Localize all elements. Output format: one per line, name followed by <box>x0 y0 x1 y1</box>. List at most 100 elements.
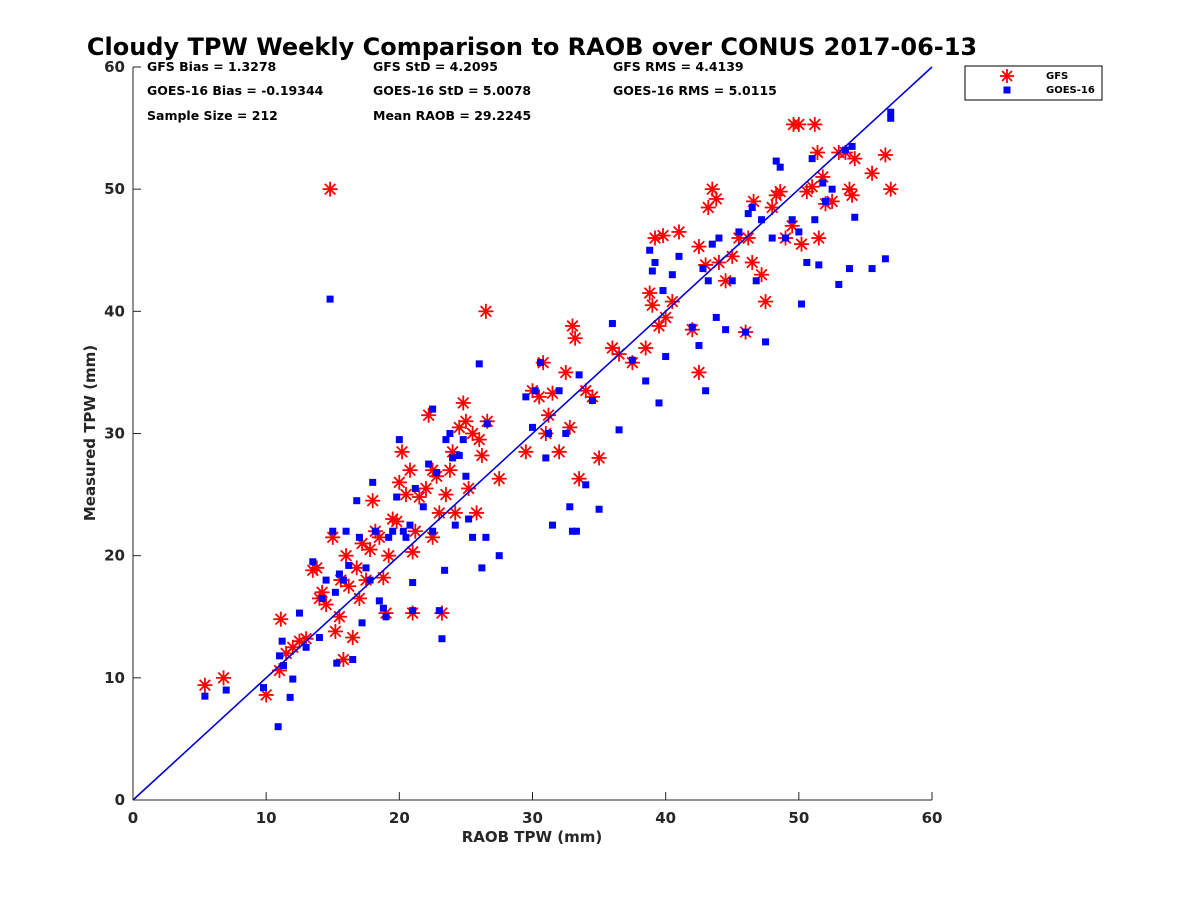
goes16-point <box>841 146 849 154</box>
gfs-point-stroke <box>466 427 479 440</box>
gfs-point-stroke <box>390 515 403 528</box>
gfs-point-stroke <box>586 390 599 403</box>
goes16-point <box>446 430 454 437</box>
goes16-point <box>366 576 374 584</box>
gfs-point-stroke <box>816 171 829 183</box>
gfs-point <box>471 432 487 448</box>
gfs-point-stroke <box>795 238 808 251</box>
goes16-point <box>315 634 323 642</box>
goes16-point <box>522 393 530 401</box>
goes16-point <box>451 521 459 529</box>
gfs-point-stroke <box>449 506 462 519</box>
gfs-point <box>744 254 760 270</box>
legend-goes16-square <box>1003 86 1011 94</box>
goes16-point <box>482 533 490 541</box>
goes16-point <box>668 271 676 279</box>
gfs-point-stroke <box>473 433 486 446</box>
gfs-point <box>418 480 434 496</box>
gfs-point <box>405 544 421 560</box>
gfs-point <box>322 181 338 197</box>
goes16-point <box>782 234 790 242</box>
gfs-point-stroke <box>443 464 456 477</box>
gfs-point <box>864 165 880 181</box>
gfs-point-stroke <box>806 180 819 193</box>
gfs-point <box>349 560 365 576</box>
goes16-point <box>402 533 410 541</box>
goes16-point <box>608 320 616 328</box>
gfs-point-stroke <box>843 183 856 196</box>
gfs-point-stroke <box>470 506 483 519</box>
gfs-point <box>804 179 820 195</box>
gfs-point <box>518 444 534 460</box>
gfs-point <box>398 487 414 503</box>
stat-goes-rms: GOES-16 RMS = 5.0115 <box>613 83 777 98</box>
chart-title: Cloudy TPW Weekly Comparison to RAOB ove… <box>87 33 977 61</box>
x-tick-label: 0 <box>128 809 138 827</box>
gfs-point-stroke <box>653 320 665 332</box>
gfs-point <box>883 181 899 197</box>
gfs-point-stroke <box>475 449 488 462</box>
gfs-point-stroke <box>746 256 759 269</box>
legend-goes16-label: GOES-16 <box>1046 85 1095 96</box>
gfs-point <box>338 548 354 564</box>
goes16-point <box>389 527 397 535</box>
gfs-point-stroke <box>459 415 472 428</box>
legend-gfs-asterisk-stroke <box>1001 70 1013 82</box>
goes16-point <box>735 228 743 236</box>
gfs-point <box>708 191 724 207</box>
gfs-point-stroke <box>400 488 412 501</box>
goes16-point <box>289 675 297 683</box>
goes16-point <box>575 371 583 379</box>
gfs-point <box>461 480 477 496</box>
gfs-point-stroke <box>310 561 323 574</box>
gfs-point-stroke <box>646 299 659 312</box>
gfs-point-stroke <box>884 183 897 196</box>
gfs-point-stroke <box>848 152 861 165</box>
gfs-point-stroke <box>693 366 705 379</box>
gfs-point-stroke <box>533 390 546 403</box>
gfs-point-stroke <box>573 472 586 485</box>
gfs-point-stroke <box>726 250 739 263</box>
gfs-point-stroke <box>519 445 532 458</box>
gfs-point-stroke <box>706 183 719 196</box>
gfs-point <box>815 169 831 185</box>
goes16-point <box>362 564 370 572</box>
goes16-point <box>286 693 294 701</box>
gfs-point-stroke <box>710 193 723 205</box>
gfs-point <box>478 303 494 319</box>
stat-goes-std: GOES-16 StD = 5.0078 <box>373 83 531 98</box>
stat-gfs-bias: GFS Bias = 1.3278 <box>147 59 276 74</box>
goes16-point <box>222 686 230 694</box>
goes16-point <box>828 185 836 193</box>
gfs-point <box>371 529 387 545</box>
gfs-point-stroke <box>420 482 432 495</box>
gfs-point <box>402 462 418 478</box>
gfs-point-stroke <box>446 445 459 458</box>
goes16-point <box>369 478 377 486</box>
gfs-point <box>429 468 445 484</box>
goes16-point <box>449 454 457 462</box>
goes16-point <box>429 405 437 413</box>
gfs-point <box>844 187 860 203</box>
gfs-point <box>877 147 893 163</box>
goes16-point <box>887 108 895 116</box>
goes16-point <box>776 163 784 171</box>
goes16-point <box>772 157 780 165</box>
gfs-point-stroke <box>377 571 390 584</box>
gfs-point-stroke <box>808 118 821 131</box>
gfs-point <box>740 230 756 246</box>
gfs-point-stroke <box>866 167 879 180</box>
gfs-point-stroke <box>342 580 355 593</box>
gfs-point <box>273 611 289 627</box>
gfs-point-stroke <box>353 592 366 605</box>
gfs-point-stroke <box>217 671 230 684</box>
gfs-point-stroke <box>320 598 333 611</box>
goes16-point <box>536 359 544 367</box>
gfs-point-stroke <box>542 409 555 422</box>
gfs-point <box>540 407 556 423</box>
goes16-point <box>375 597 383 605</box>
gfs-point-stroke <box>639 342 652 354</box>
goes16-point <box>353 497 361 505</box>
goes16-point <box>438 635 446 643</box>
goes16-point <box>819 179 827 187</box>
